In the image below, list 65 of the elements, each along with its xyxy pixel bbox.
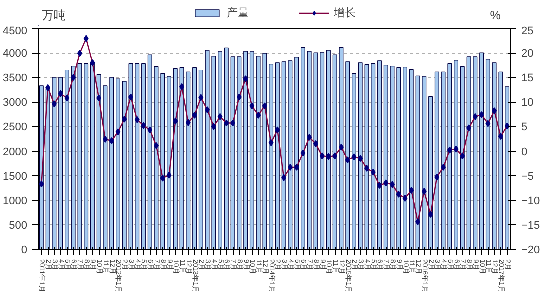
bar <box>320 52 325 250</box>
bar <box>480 52 484 250</box>
bar <box>505 86 510 250</box>
bar <box>460 66 465 250</box>
bar <box>275 62 280 250</box>
y2-tick-label: 20 <box>522 48 534 60</box>
bar <box>486 59 490 250</box>
bar <box>154 66 159 250</box>
bar <box>110 77 114 250</box>
bar <box>371 64 376 250</box>
bar <box>198 70 204 250</box>
y-tick-label: 3500 <box>3 72 28 85</box>
y2-axis-title: % <box>490 8 502 22</box>
bar <box>378 60 382 250</box>
y2-tick-label: −5 <box>522 170 534 183</box>
bar <box>224 48 229 250</box>
bar <box>269 64 274 250</box>
bar <box>326 50 331 250</box>
y-tick-label: 0 <box>21 244 28 256</box>
y-tick-label: 500 <box>9 220 28 232</box>
bar <box>352 73 356 250</box>
bar <box>384 65 388 250</box>
y-tick-label: 2000 <box>3 146 28 158</box>
bar <box>135 64 140 250</box>
legend-label: 增长 <box>334 6 356 20</box>
bar <box>64 70 70 250</box>
bar <box>396 67 402 250</box>
y2-tick-label: 25 <box>522 26 534 38</box>
bar <box>39 86 44 250</box>
y-tick-label: 4000 <box>3 48 28 60</box>
y2-tick-label: 15 <box>522 72 534 85</box>
y2-tick-label: 5 <box>522 122 528 134</box>
y2-tick-label: −20 <box>522 244 540 256</box>
bar <box>173 68 178 250</box>
bar <box>346 62 350 250</box>
y2-tick-label: −10 <box>522 195 540 208</box>
y-axis-title: 万吨 <box>42 8 66 22</box>
bar <box>428 96 433 250</box>
bar <box>294 57 300 250</box>
y-tick-label: 2500 <box>3 122 28 134</box>
bar <box>409 69 414 250</box>
bar <box>403 67 408 250</box>
bar <box>84 64 89 250</box>
bar <box>454 60 458 250</box>
y-tick-label: 1000 <box>3 195 28 208</box>
y-tick-label: 1500 <box>3 170 28 183</box>
bar <box>250 51 254 250</box>
bar <box>218 51 222 250</box>
bar <box>58 77 64 250</box>
legend-label: 产量 <box>227 6 249 20</box>
bar <box>142 64 146 250</box>
bar <box>244 51 248 250</box>
y2-tick-label: 10 <box>522 97 534 110</box>
bar <box>160 73 166 250</box>
y2-tick-label: 0 <box>522 146 528 158</box>
bar <box>434 72 440 250</box>
bar <box>148 54 152 250</box>
bar <box>192 67 197 250</box>
bar <box>116 78 120 250</box>
y-tick-label: 3000 <box>3 97 28 110</box>
bar <box>300 47 306 250</box>
bar <box>390 66 395 250</box>
bar <box>167 76 172 250</box>
y2-tick-label: −15 <box>522 220 540 232</box>
y-tick-label: 4500 <box>3 26 28 38</box>
